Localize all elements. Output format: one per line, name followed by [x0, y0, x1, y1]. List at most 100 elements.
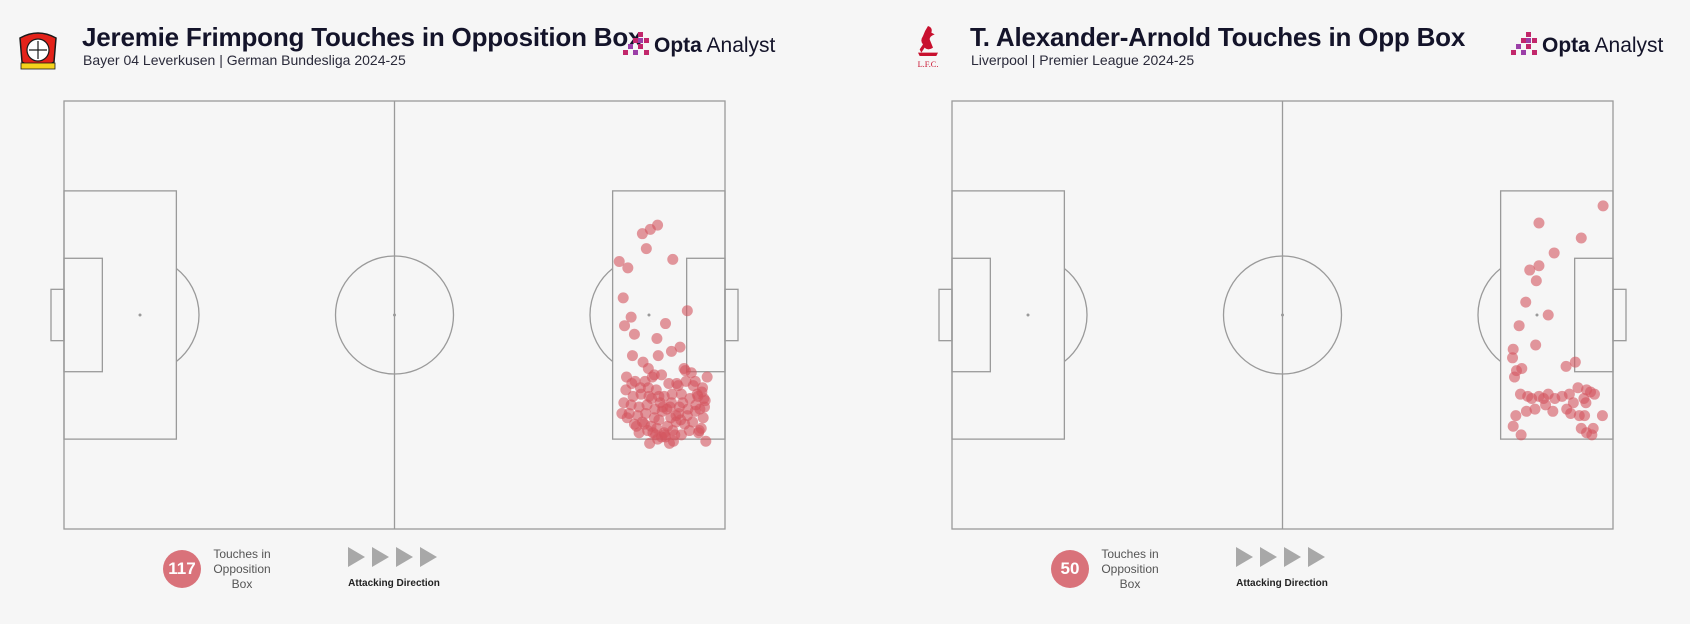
touch-point [659, 429, 671, 441]
touch-point [642, 382, 654, 394]
arrow-right-icon [1284, 547, 1301, 567]
brand-light: Analyst [1589, 34, 1664, 57]
touch-point [701, 371, 713, 383]
touch-point [626, 377, 638, 389]
lfc-text: L.F.C. [918, 60, 939, 69]
touch-point [1565, 407, 1577, 419]
touch-point [672, 380, 684, 392]
touch-point [613, 256, 625, 267]
touch-point [1530, 339, 1542, 351]
touch-point [622, 262, 634, 274]
arrow-right-icon [396, 547, 413, 567]
touch-count-badge: 117 [163, 550, 201, 588]
touch-point [700, 435, 712, 447]
touch-point [697, 412, 709, 424]
brand-bold: Opta [1542, 34, 1590, 57]
touch-point [651, 333, 663, 345]
penalty-spot-right [647, 313, 651, 317]
arrow-right-icon [420, 547, 437, 567]
touch-point [1540, 399, 1552, 411]
penalty-spot-left [1026, 313, 1030, 317]
touch-point [1586, 429, 1598, 441]
liverpool-lfc-crest-icon: L.F.C. [918, 26, 939, 69]
touch-point [670, 410, 682, 422]
touch-point [619, 320, 631, 332]
touch-point [1542, 309, 1554, 321]
touch-point [687, 380, 699, 392]
touch-point [1513, 320, 1525, 332]
touch-point [669, 429, 681, 441]
touch-point [1524, 264, 1536, 276]
touch-point [1547, 405, 1559, 417]
touch-point [625, 311, 637, 323]
center-spot [393, 313, 396, 317]
center-circle [1222, 255, 1343, 375]
goal-right [1612, 288, 1627, 342]
touch-point [663, 377, 675, 389]
touch-point [1533, 260, 1545, 272]
opta-analyst-logo: Opta Analyst [1510, 32, 1663, 60]
touch-point [1520, 296, 1532, 308]
touch-point [1563, 388, 1575, 400]
touch-point [653, 414, 665, 426]
penalty-area-left [951, 190, 1066, 440]
touch-point [664, 401, 676, 413]
touch-count-label: Touches in Opposition Box [213, 547, 271, 591]
touch-point [667, 253, 679, 265]
touch-point [674, 341, 686, 353]
pitch [50, 100, 739, 530]
penalty-arc-right [589, 268, 614, 362]
touch-point [1520, 405, 1532, 417]
arrow-right-icon [1308, 547, 1325, 567]
touch-point [1515, 429, 1527, 441]
touch-point [1572, 382, 1584, 394]
touch-point [1510, 410, 1522, 422]
bayer-leverkusen-crest-icon [19, 32, 57, 70]
center-circle [334, 255, 455, 375]
touch-point [1507, 420, 1519, 432]
touch-point [617, 292, 629, 304]
touch-point [640, 243, 652, 255]
penalty-area-left [63, 190, 178, 440]
chart-title: Jeremie Frimpong Touches in Opposition B… [82, 22, 643, 52]
touch-point [663, 437, 675, 449]
touch-point [634, 382, 646, 394]
touch-point [644, 437, 656, 449]
penalty-arc-right [1477, 268, 1502, 362]
touch-count-badge: 50 [1051, 550, 1089, 588]
touch-point [660, 318, 672, 330]
arrow-right-icon [1236, 547, 1253, 567]
touch-point [681, 305, 693, 317]
touch-point [666, 388, 678, 400]
touch-point [651, 422, 663, 434]
touch-point [677, 397, 689, 409]
touch-point [628, 328, 640, 340]
attacking-direction-arrows [348, 547, 437, 567]
touch-point [683, 425, 695, 437]
touch-point [1509, 371, 1521, 383]
touch-point [694, 403, 706, 415]
opta-bars-icon [623, 32, 649, 55]
penalty-arc-left [1063, 268, 1088, 362]
touch-point [638, 418, 650, 430]
touch-point [616, 407, 628, 419]
touch-point [1569, 356, 1581, 368]
touch-point [1533, 217, 1545, 229]
attacking-direction-label: Attacking Direction [1236, 578, 1328, 589]
chart-title: T. Alexander-Arnold Touches in Opp Box [970, 22, 1466, 52]
arrow-right-icon [372, 547, 389, 567]
touch-point [1507, 343, 1519, 355]
goal-right [724, 288, 739, 342]
center-spot [1281, 313, 1284, 317]
touch-count-label: Touches in Opposition Box [1101, 547, 1159, 591]
opta-analyst-logo: Opta Analyst [622, 32, 775, 60]
touch-point [1581, 384, 1593, 396]
touch-point [699, 395, 711, 407]
touch-point [1548, 247, 1560, 259]
touch-point [640, 407, 652, 419]
touch-point [693, 425, 705, 437]
penalty-spot-left [138, 313, 142, 317]
touch-point [665, 345, 677, 357]
touch-point [696, 386, 708, 398]
touch-point [1579, 410, 1591, 422]
